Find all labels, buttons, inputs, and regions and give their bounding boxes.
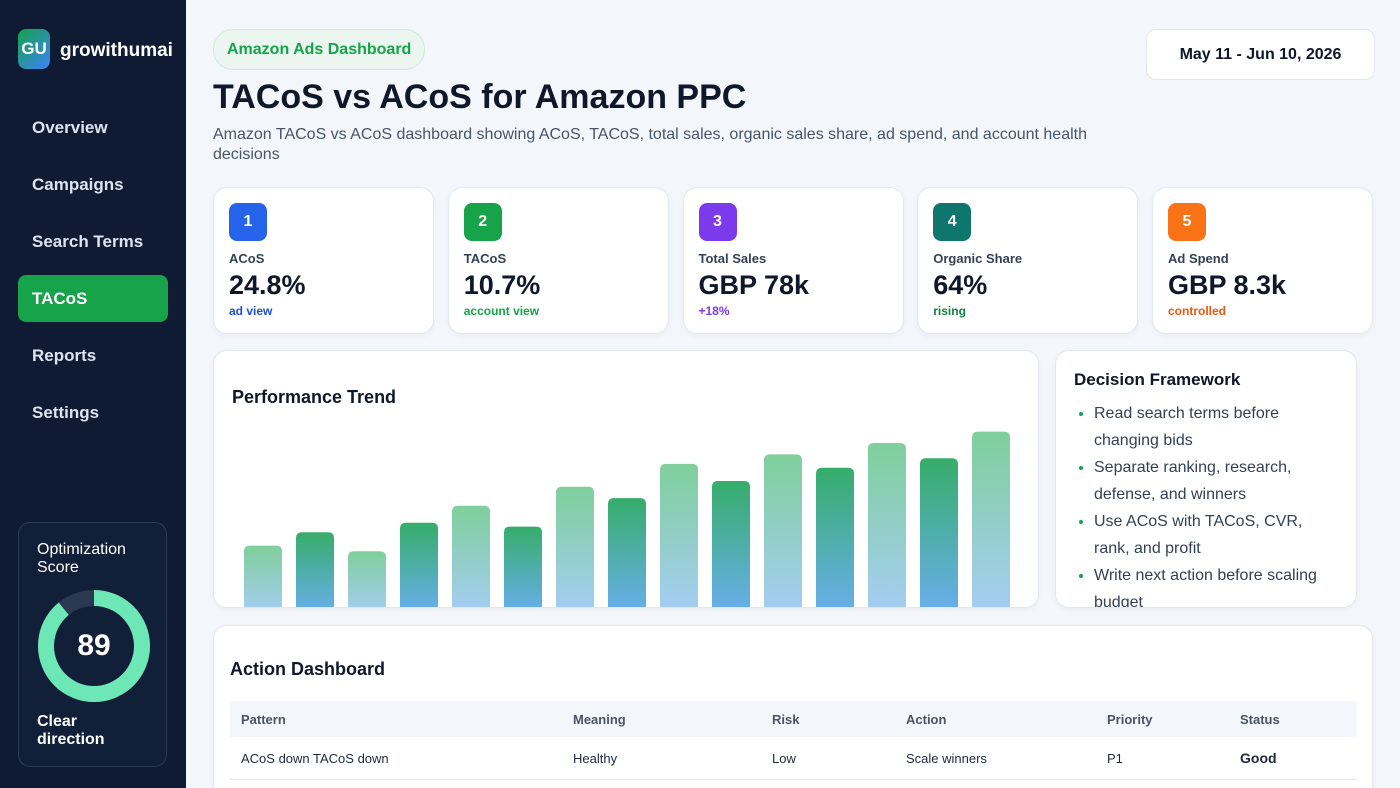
framework-item: Read search terms before changing bids: [1094, 400, 1334, 454]
nav-item[interactable]: Campaigns: [32, 174, 124, 194]
column-header: Status: [1240, 711, 1280, 727]
logo: GU: [18, 29, 50, 69]
kpi-number: 3: [698, 203, 737, 241]
nav-item[interactable]: Reports: [32, 345, 97, 365]
column-header: Meaning: [573, 711, 626, 727]
kpi-number: 4: [933, 203, 972, 241]
bar: [608, 498, 646, 607]
column-header: Action: [906, 711, 947, 727]
bar: [920, 458, 958, 607]
nav-item[interactable]: TACoS: [18, 275, 168, 322]
table-cell: Low: [772, 750, 796, 766]
kpi-value: 10.7%: [463, 270, 541, 300]
column-header: Risk: [772, 711, 800, 727]
bar: [504, 526, 542, 607]
kpi-note: rising: [933, 304, 966, 318]
table-cell: ACoS down TACoS down: [241, 750, 389, 766]
bar: [452, 505, 490, 607]
bar: [712, 481, 750, 607]
page-title: TACoS vs ACoS for Amazon PPC: [213, 78, 747, 116]
kpi-card: 3 Total Sales GBP 78k +18%: [682, 187, 904, 334]
kpi-card: 5 Ad Spend GBP 8.3k controlled: [1152, 187, 1373, 334]
date-range[interactable]: May 11 - Jun 10, 2026: [1146, 29, 1375, 80]
table-row: ACoS down TACoS down Healthy Low Scale winn…: [230, 737, 1357, 780]
score-donut: 89: [38, 590, 150, 702]
column-header: Pattern: [241, 711, 286, 727]
table-header: Pattern Meaning Risk Action Priority Status: [230, 701, 1357, 737]
bar: [244, 545, 282, 607]
table-card: Action Dashboard Pattern Meaning Risk Actio…: [213, 625, 1373, 788]
score-value: 89: [77, 629, 110, 662]
nav-item[interactable]: Settings: [32, 402, 100, 422]
score-caption: Clear direction: [37, 713, 105, 748]
badge: Amazon Ads Dashboard: [213, 29, 426, 70]
kpi-note: controlled: [1168, 304, 1227, 318]
nav-item[interactable]: Overview: [32, 117, 108, 137]
score-arc: [38, 590, 150, 702]
bar: [868, 443, 906, 607]
framework-card: Decision Framework Read search terms bef…: [1055, 350, 1357, 608]
kpi-label: ACoS: [229, 251, 265, 266]
score-label: Optimization Score: [37, 541, 126, 576]
kpi-number: 5: [1168, 203, 1206, 241]
kpi-value: GBP 8.3k: [1168, 270, 1287, 300]
bar: [816, 467, 854, 607]
bar: [400, 522, 438, 607]
table-cell: Good: [1240, 750, 1277, 766]
kpi-note: ad view: [229, 304, 273, 318]
brand: growithumai: [60, 40, 173, 61]
table: Pattern Meaning Risk Action Priority Status AC…: [230, 701, 1357, 780]
kpi-number: 2: [463, 203, 502, 241]
kpi-number: 1: [229, 203, 267, 241]
table-title: Action Dashboard: [230, 659, 386, 679]
sidebar: GU growithumai Optimization Score 89 Cle…: [0, 0, 186, 788]
kpi-value: 24.8%: [229, 270, 306, 300]
trend-card: Performance Trend: [213, 350, 1039, 608]
kpi-label: Organic Share: [933, 251, 1023, 266]
table-cell: Healthy: [573, 750, 618, 766]
kpi-card: 1 ACoS 24.8% ad view: [213, 187, 434, 334]
bar: [296, 532, 334, 607]
table-cell: P1: [1107, 750, 1123, 766]
nav-item[interactable]: Search Terms: [32, 231, 144, 251]
subtitle: Amazon TACoS vs ACoS dashboard showing A…: [213, 126, 1087, 163]
kpi-value: 64%: [933, 270, 988, 300]
kpi-note: account view: [463, 304, 540, 318]
bar: [556, 486, 594, 607]
kpi-card: 4 Organic Share 64% rising: [917, 187, 1139, 334]
kpi-label: Ad Spend: [1168, 251, 1229, 266]
bar: [972, 431, 1010, 607]
kpi-label: Total Sales: [698, 251, 767, 266]
bar: [660, 463, 698, 607]
trend-title: Performance Trend: [232, 387, 397, 407]
kpi-note: +18%: [698, 304, 730, 318]
framework-item: Use ACoS with TACoS, CVR, rank, and prof…: [1094, 508, 1334, 562]
kpi-value: GBP 78k: [698, 270, 810, 300]
trend-chart: [244, 431, 1010, 607]
framework-item: Write next action before scaling budget: [1094, 562, 1334, 607]
bar: [348, 551, 386, 607]
table-cell: Scale winners: [906, 750, 987, 766]
score-card: Optimization Score 89 Clear direction: [18, 522, 167, 767]
framework-title: Decision Framework: [1074, 370, 1241, 389]
kpi-label: TACoS: [463, 251, 507, 266]
column-header: Priority: [1107, 711, 1153, 727]
framework-list: Read search terms before changing bidsSe…: [1074, 400, 1334, 607]
bar: [764, 454, 802, 607]
framework-item: Separate ranking, research, defense, and…: [1094, 454, 1334, 508]
kpi-card: 2 TACoS 10.7% account view: [447, 187, 669, 334]
